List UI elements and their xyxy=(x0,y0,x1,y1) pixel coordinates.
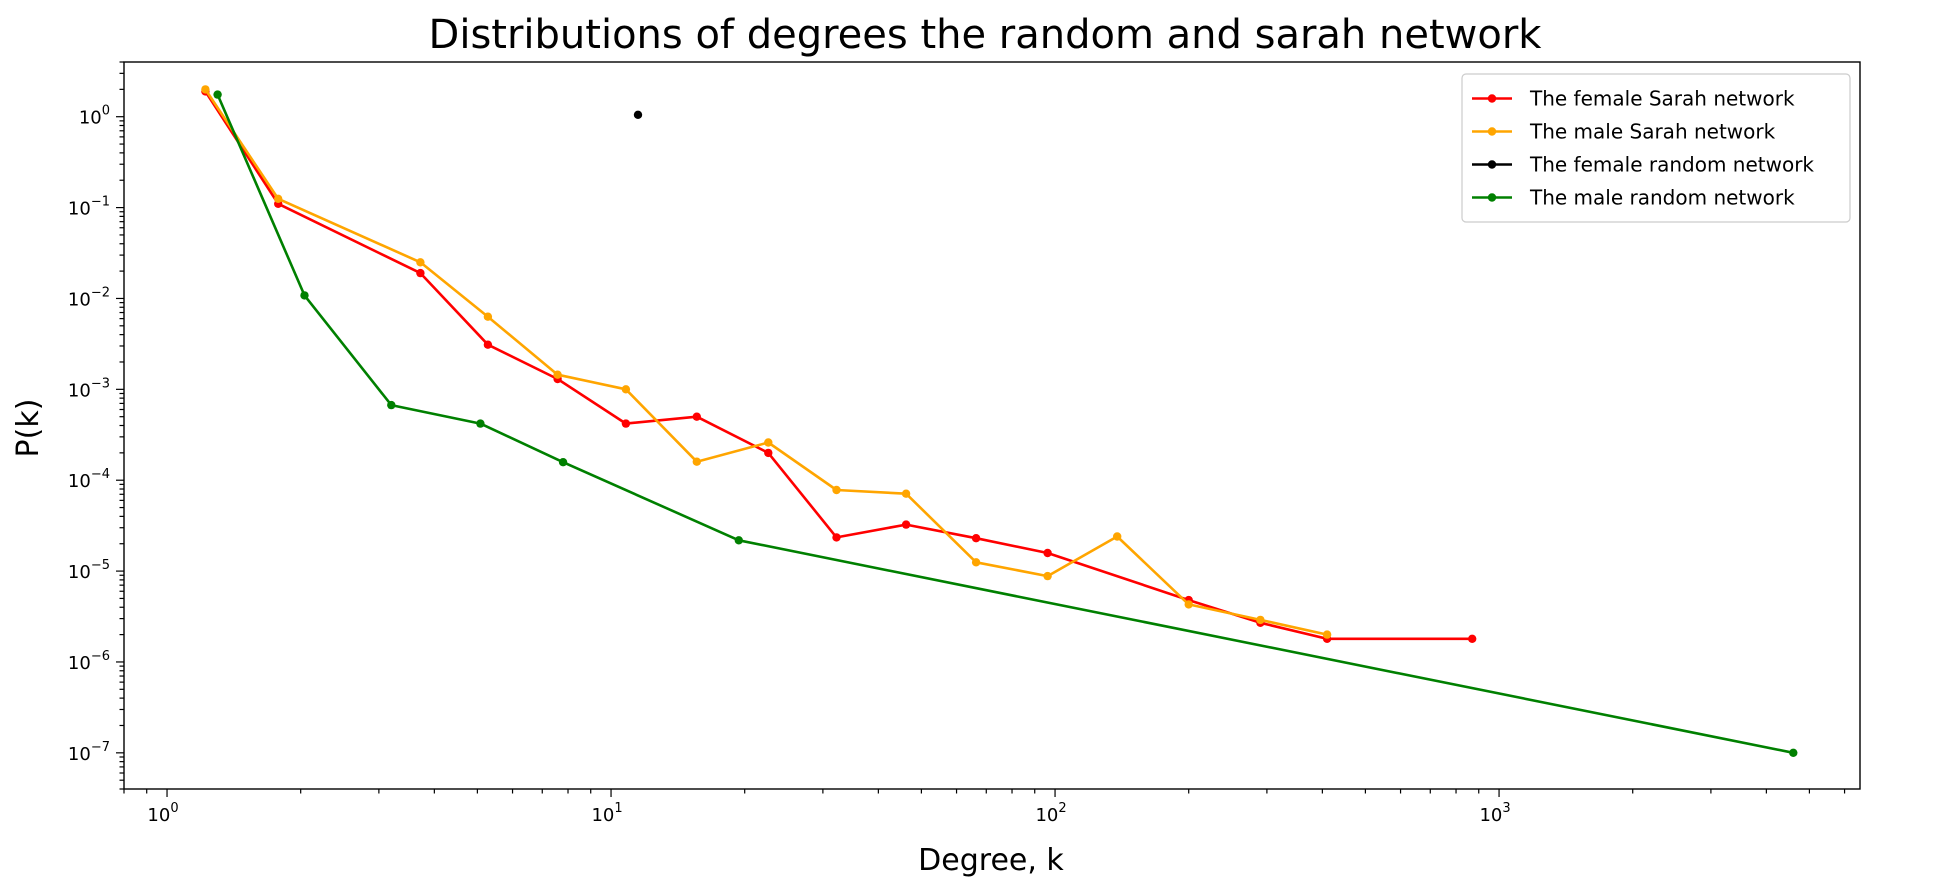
data-point xyxy=(416,268,425,278)
series-2 xyxy=(633,110,643,120)
legend-item: The female random network xyxy=(1472,153,1814,177)
data-point xyxy=(832,533,841,542)
legend-label: The female Sarah network xyxy=(1529,87,1795,111)
data-point xyxy=(1468,634,1477,643)
data-point xyxy=(692,412,701,421)
y-tick-label: 10−2 xyxy=(68,285,110,310)
data-point xyxy=(621,385,631,394)
data-point xyxy=(1256,615,1265,625)
data-point xyxy=(201,85,210,94)
data-point xyxy=(558,458,568,467)
data-point xyxy=(692,457,701,466)
data-point xyxy=(764,438,773,447)
data-point xyxy=(274,194,283,203)
series-line xyxy=(204,88,1328,636)
data-point xyxy=(416,258,425,267)
data-point xyxy=(764,448,773,458)
data-point xyxy=(1113,532,1122,541)
series-1 xyxy=(201,85,1332,639)
axes-ticks: 100 101 102 103 100 10−1 10−2 10−3 10−4 10−5 10−6 1… xyxy=(68,61,1846,826)
x-tick-label: 102 xyxy=(1035,801,1066,826)
y-tick-label: 10−4 xyxy=(68,467,110,492)
data-point xyxy=(483,340,493,349)
legend-label: The male random network xyxy=(1529,186,1795,210)
legend-item: The male Sarah network xyxy=(1472,120,1776,144)
x-tick-label: 103 xyxy=(1479,801,1510,826)
series-3 xyxy=(213,90,1798,757)
legend-box xyxy=(1461,73,1851,223)
legend-marker xyxy=(1487,94,1497,103)
x-tick-label: 101 xyxy=(591,801,622,826)
y-tick-label: 10−6 xyxy=(68,649,110,674)
plot-area xyxy=(201,85,1798,757)
data-point xyxy=(734,536,743,545)
data-point xyxy=(832,485,841,495)
legend-marker xyxy=(1487,127,1497,136)
data-point xyxy=(1184,600,1193,609)
legend: The female Sarah network The male Sarah n… xyxy=(1461,73,1851,223)
legend-item: The male random network xyxy=(1472,186,1795,210)
data-point xyxy=(553,370,562,379)
legend-marker xyxy=(1487,160,1497,169)
data-point xyxy=(1043,571,1052,581)
data-point xyxy=(901,520,911,529)
x-tick-label: 100 xyxy=(147,801,178,826)
data-point xyxy=(1789,748,1798,757)
data-point xyxy=(213,90,222,99)
legend-item: The female Sarah network xyxy=(1472,87,1795,111)
data-point xyxy=(476,419,485,428)
y-tick-label: 10−1 xyxy=(68,195,110,220)
data-point xyxy=(621,419,631,428)
y-tick-label: 10−5 xyxy=(68,558,110,583)
y-axis-label: P(k) xyxy=(11,399,46,458)
data-point xyxy=(971,558,981,567)
data-point xyxy=(633,110,643,120)
data-point xyxy=(387,400,396,410)
data-point xyxy=(483,312,493,321)
y-tick-label: 10−7 xyxy=(68,740,110,765)
chart-title: Distributions of degrees the random and … xyxy=(429,12,1543,58)
legend-label: The male Sarah network xyxy=(1529,120,1776,144)
series-line xyxy=(204,90,1473,641)
x-axis-label: Degree, k xyxy=(918,843,1064,878)
data-point xyxy=(971,534,981,543)
y-tick-label: 10−3 xyxy=(68,376,110,401)
data-point xyxy=(300,291,309,300)
data-point xyxy=(1322,630,1332,639)
y-tick-label: 100 xyxy=(79,104,110,129)
data-point xyxy=(901,489,911,498)
legend-label: The female random network xyxy=(1529,153,1814,177)
data-point xyxy=(1043,548,1052,558)
legend-marker xyxy=(1487,193,1497,202)
